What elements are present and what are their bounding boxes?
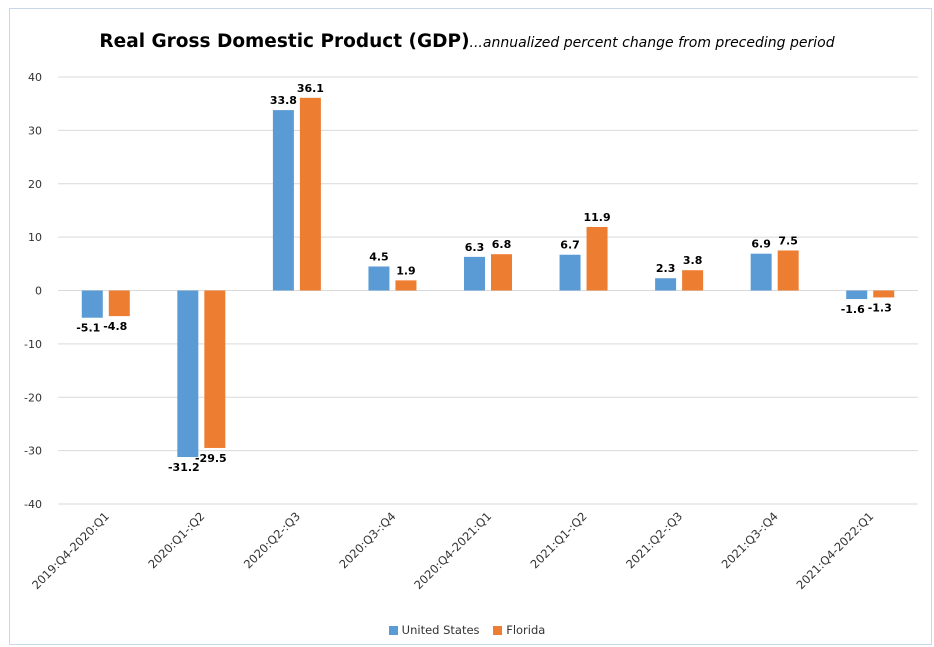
bar	[368, 266, 390, 291]
bar	[108, 290, 130, 317]
bar	[750, 253, 772, 291]
x-category-label: 2021:Q1-:Q2	[528, 509, 590, 571]
data-label: -4.8	[103, 320, 127, 333]
bar	[464, 256, 485, 291]
bar	[81, 290, 103, 318]
data-label: -1.3	[868, 301, 892, 314]
y-tick-label: -30	[24, 445, 42, 458]
data-label: 33.8	[270, 94, 297, 107]
bar	[586, 226, 608, 291]
y-tick-label: 30	[28, 124, 42, 137]
bar	[873, 290, 895, 298]
legend-label-us: United States	[401, 623, 480, 637]
x-category-label: 2021:Q3-:Q4	[719, 509, 781, 571]
bar	[272, 110, 294, 291]
y-tick-label: 20	[28, 178, 42, 191]
y-tick-label: -20	[24, 391, 42, 404]
bar	[655, 278, 677, 291]
bar	[491, 254, 512, 291]
x-axis-categories: 2019:Q4-2020:Q1 2020:Q1-:Q2 2020:Q2-:Q3 202…	[29, 509, 876, 592]
bar	[682, 270, 704, 291]
data-label: 6.9	[751, 238, 771, 251]
data-label: -31.2	[168, 461, 200, 474]
legend: United States Florida	[0, 623, 934, 638]
x-category-label: 2021:Q4-2022:Q1	[793, 509, 876, 592]
data-label: 7.5	[778, 234, 798, 247]
x-category-label: 2019:Q4-2020:Q1	[29, 509, 112, 592]
data-label: 6.3	[465, 241, 485, 254]
y-tick-label: 40	[28, 71, 42, 84]
bar	[395, 280, 417, 291]
y-tick-label: 0	[35, 285, 42, 298]
data-label: 6.8	[492, 238, 512, 251]
x-category-label: 2021:Q2-:Q3	[623, 509, 685, 571]
legend-label-florida: Florida	[506, 623, 546, 637]
legend-swatch-florida	[493, 625, 503, 635]
y-tick-label: -10	[24, 338, 42, 351]
y-tick-label: -40	[24, 498, 42, 511]
data-label: -29.5	[195, 452, 227, 465]
y-axis-ticks: 40 30 20 10 0 -10 -20 -30 -40	[24, 71, 42, 511]
data-label: 2.3	[656, 262, 676, 275]
data-label: 1.9	[396, 264, 416, 277]
bar	[177, 290, 199, 458]
data-label: 6.7	[560, 239, 580, 252]
data-label: -5.1	[76, 322, 100, 335]
y-tick-label: 10	[28, 231, 42, 244]
bar	[299, 97, 321, 291]
chart-subtitle: ...annualized percent change from preced…	[469, 35, 835, 51]
legend-item-florida: Florida	[493, 623, 545, 637]
data-label: -1.6	[841, 303, 865, 316]
chart-title: Real Gross Domestic Product (GDP)	[99, 31, 470, 52]
data-label: 3.8	[683, 254, 703, 267]
bars	[81, 97, 895, 458]
data-labels: -5.1 -4.8 -31.2-29.5 33.836.1 4.5 1.9 6.3 6.8 6.…	[76, 82, 892, 474]
chart-title-block: Real Gross Domestic Product (GDP)...annu…	[0, 31, 934, 52]
data-label: 36.1	[297, 82, 324, 95]
bar	[846, 290, 868, 300]
bar	[777, 250, 799, 291]
x-category-label: 2020:Q2-:Q3	[241, 509, 303, 571]
x-category-label: 2020:Q4-2021:Q1	[411, 509, 494, 592]
bar	[559, 254, 581, 291]
chart-frame	[9, 8, 932, 645]
gridlines	[58, 76, 918, 505]
data-label: 4.5	[369, 250, 389, 263]
data-label: 11.9	[583, 211, 610, 224]
legend-swatch-us	[388, 625, 398, 635]
legend-item-us: United States	[388, 623, 480, 637]
bar	[204, 290, 226, 448]
x-category-label: 2020:Q3-:Q4	[336, 509, 398, 571]
x-category-label: 2020:Q1-:Q2	[145, 509, 207, 571]
